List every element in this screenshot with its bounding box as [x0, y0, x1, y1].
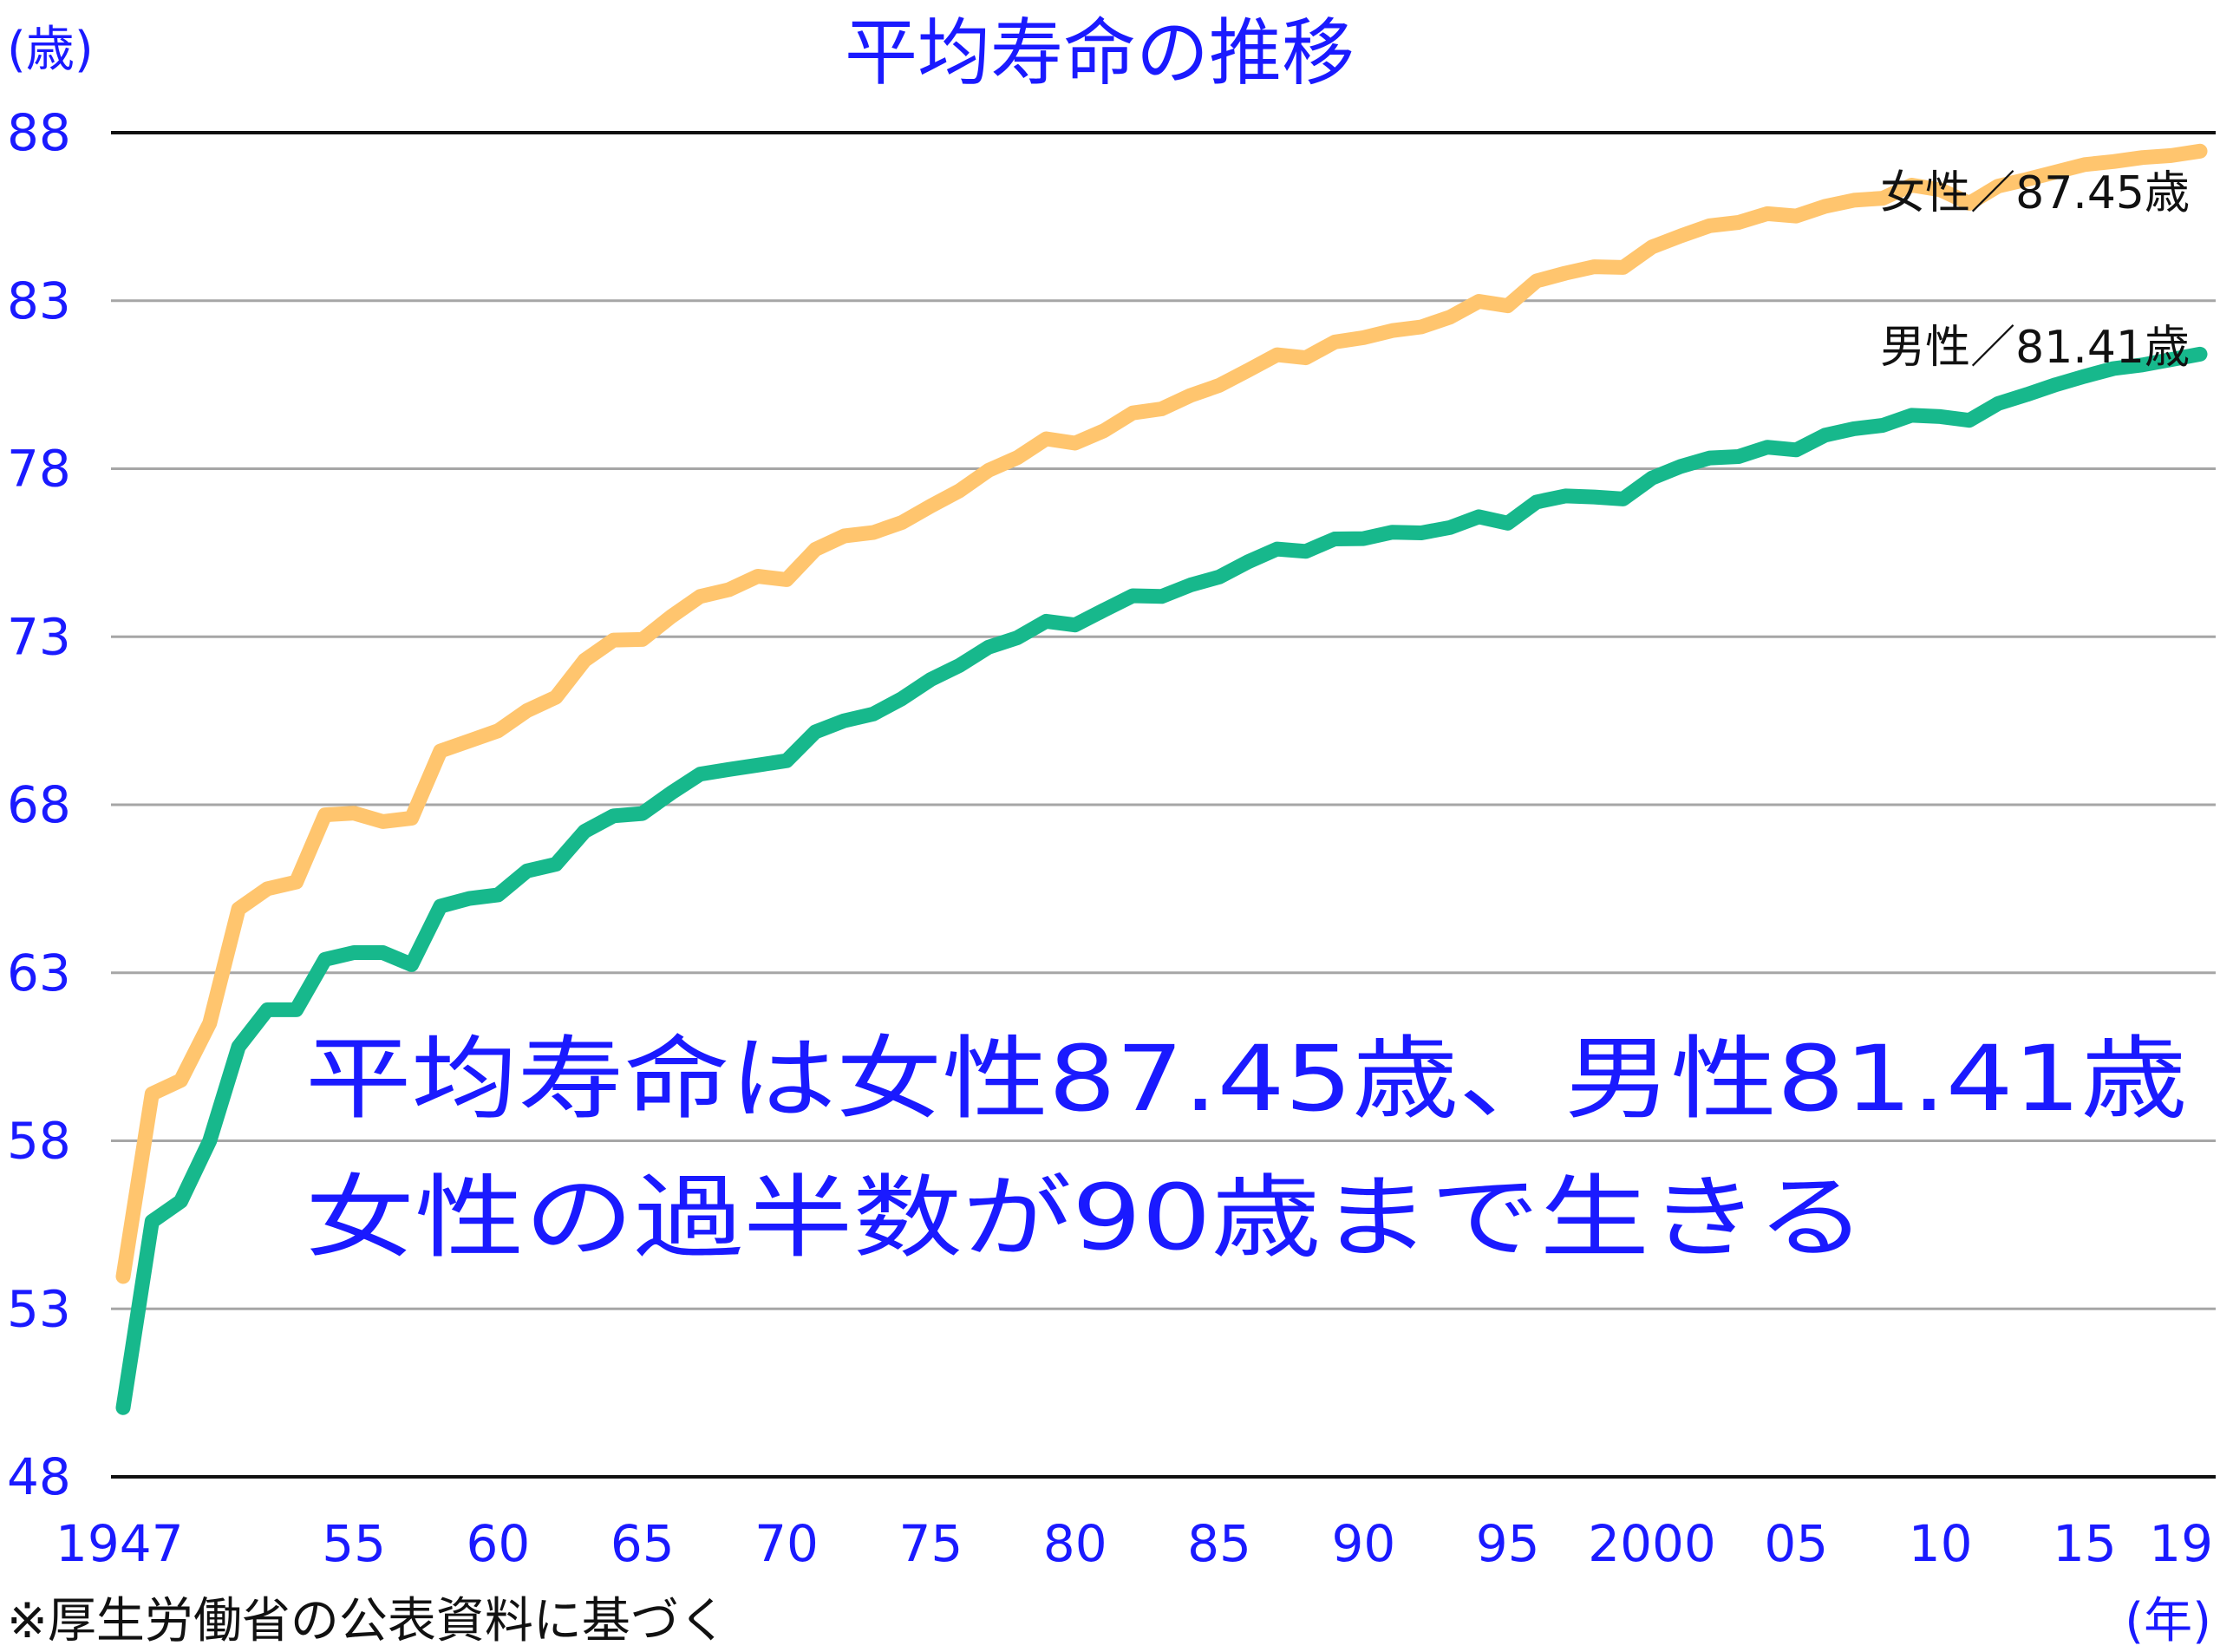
- male-end-label: 男性／81.41歳: [1880, 322, 2190, 374]
- x-tick-label: 60: [467, 1514, 531, 1573]
- source-note: ※厚生労働省の公表資料に基づく: [7, 1593, 728, 1649]
- y-tick-label: 53: [7, 1279, 71, 1338]
- x-tick-label: 1947: [56, 1514, 184, 1573]
- x-tick-label: 2000: [1588, 1514, 1716, 1573]
- x-tick-label: 85: [1187, 1514, 1251, 1573]
- y-tick-label: 58: [7, 1112, 71, 1171]
- x-tick-label: 15: [2053, 1514, 2117, 1573]
- y-tick-label: 78: [7, 440, 71, 499]
- chart-title: 平均寿命の推移: [845, 10, 1355, 95]
- female-series-line: [115, 143, 2208, 1284]
- y-axis-unit-label: (歳): [7, 22, 94, 78]
- female-end-label: 女性／87.45歳: [1880, 167, 2190, 219]
- x-tick-label: 55: [322, 1514, 386, 1573]
- male-series-line: [115, 346, 2208, 1415]
- x-tick-label: 65: [610, 1514, 675, 1573]
- y-tick-label: 68: [7, 775, 71, 834]
- x-tick-label: 75: [898, 1514, 963, 1573]
- y-tick-label: 73: [7, 607, 71, 666]
- x-tick-label: 19: [2149, 1514, 2213, 1573]
- x-tick-label: 70: [754, 1514, 819, 1573]
- annotation-line-2: 女性の過半数が90歳まで生きる: [305, 1165, 1866, 1270]
- x-tick-label: 95: [1476, 1514, 1540, 1573]
- y-tick-label: 63: [7, 944, 71, 1002]
- grid-lines: [111, 131, 2216, 1479]
- x-tick-label: 80: [1043, 1514, 1107, 1573]
- x-tick-label: 90: [1331, 1514, 1395, 1573]
- x-axis-unit-label: (年): [2125, 1593, 2211, 1649]
- y-tick-label: 88: [7, 103, 71, 162]
- x-axis-tick-labels: 1947 55 60 65 70 75 80 85 90 95 2000 05 10 15 19: [56, 1514, 2213, 1573]
- y-tick-label: 48: [7, 1447, 71, 1506]
- annotation-line-1: 平均寿命は女性87.45歳、男性81.41歳: [305, 1026, 2187, 1132]
- y-axis-tick-labels: 48 53 58 63 68 73 78 83 88: [7, 103, 71, 1506]
- x-tick-label: 05: [1764, 1514, 1828, 1573]
- y-tick-label: 83: [7, 271, 71, 330]
- x-tick-label: 10: [1909, 1514, 1973, 1573]
- series-lines: [115, 143, 2208, 1415]
